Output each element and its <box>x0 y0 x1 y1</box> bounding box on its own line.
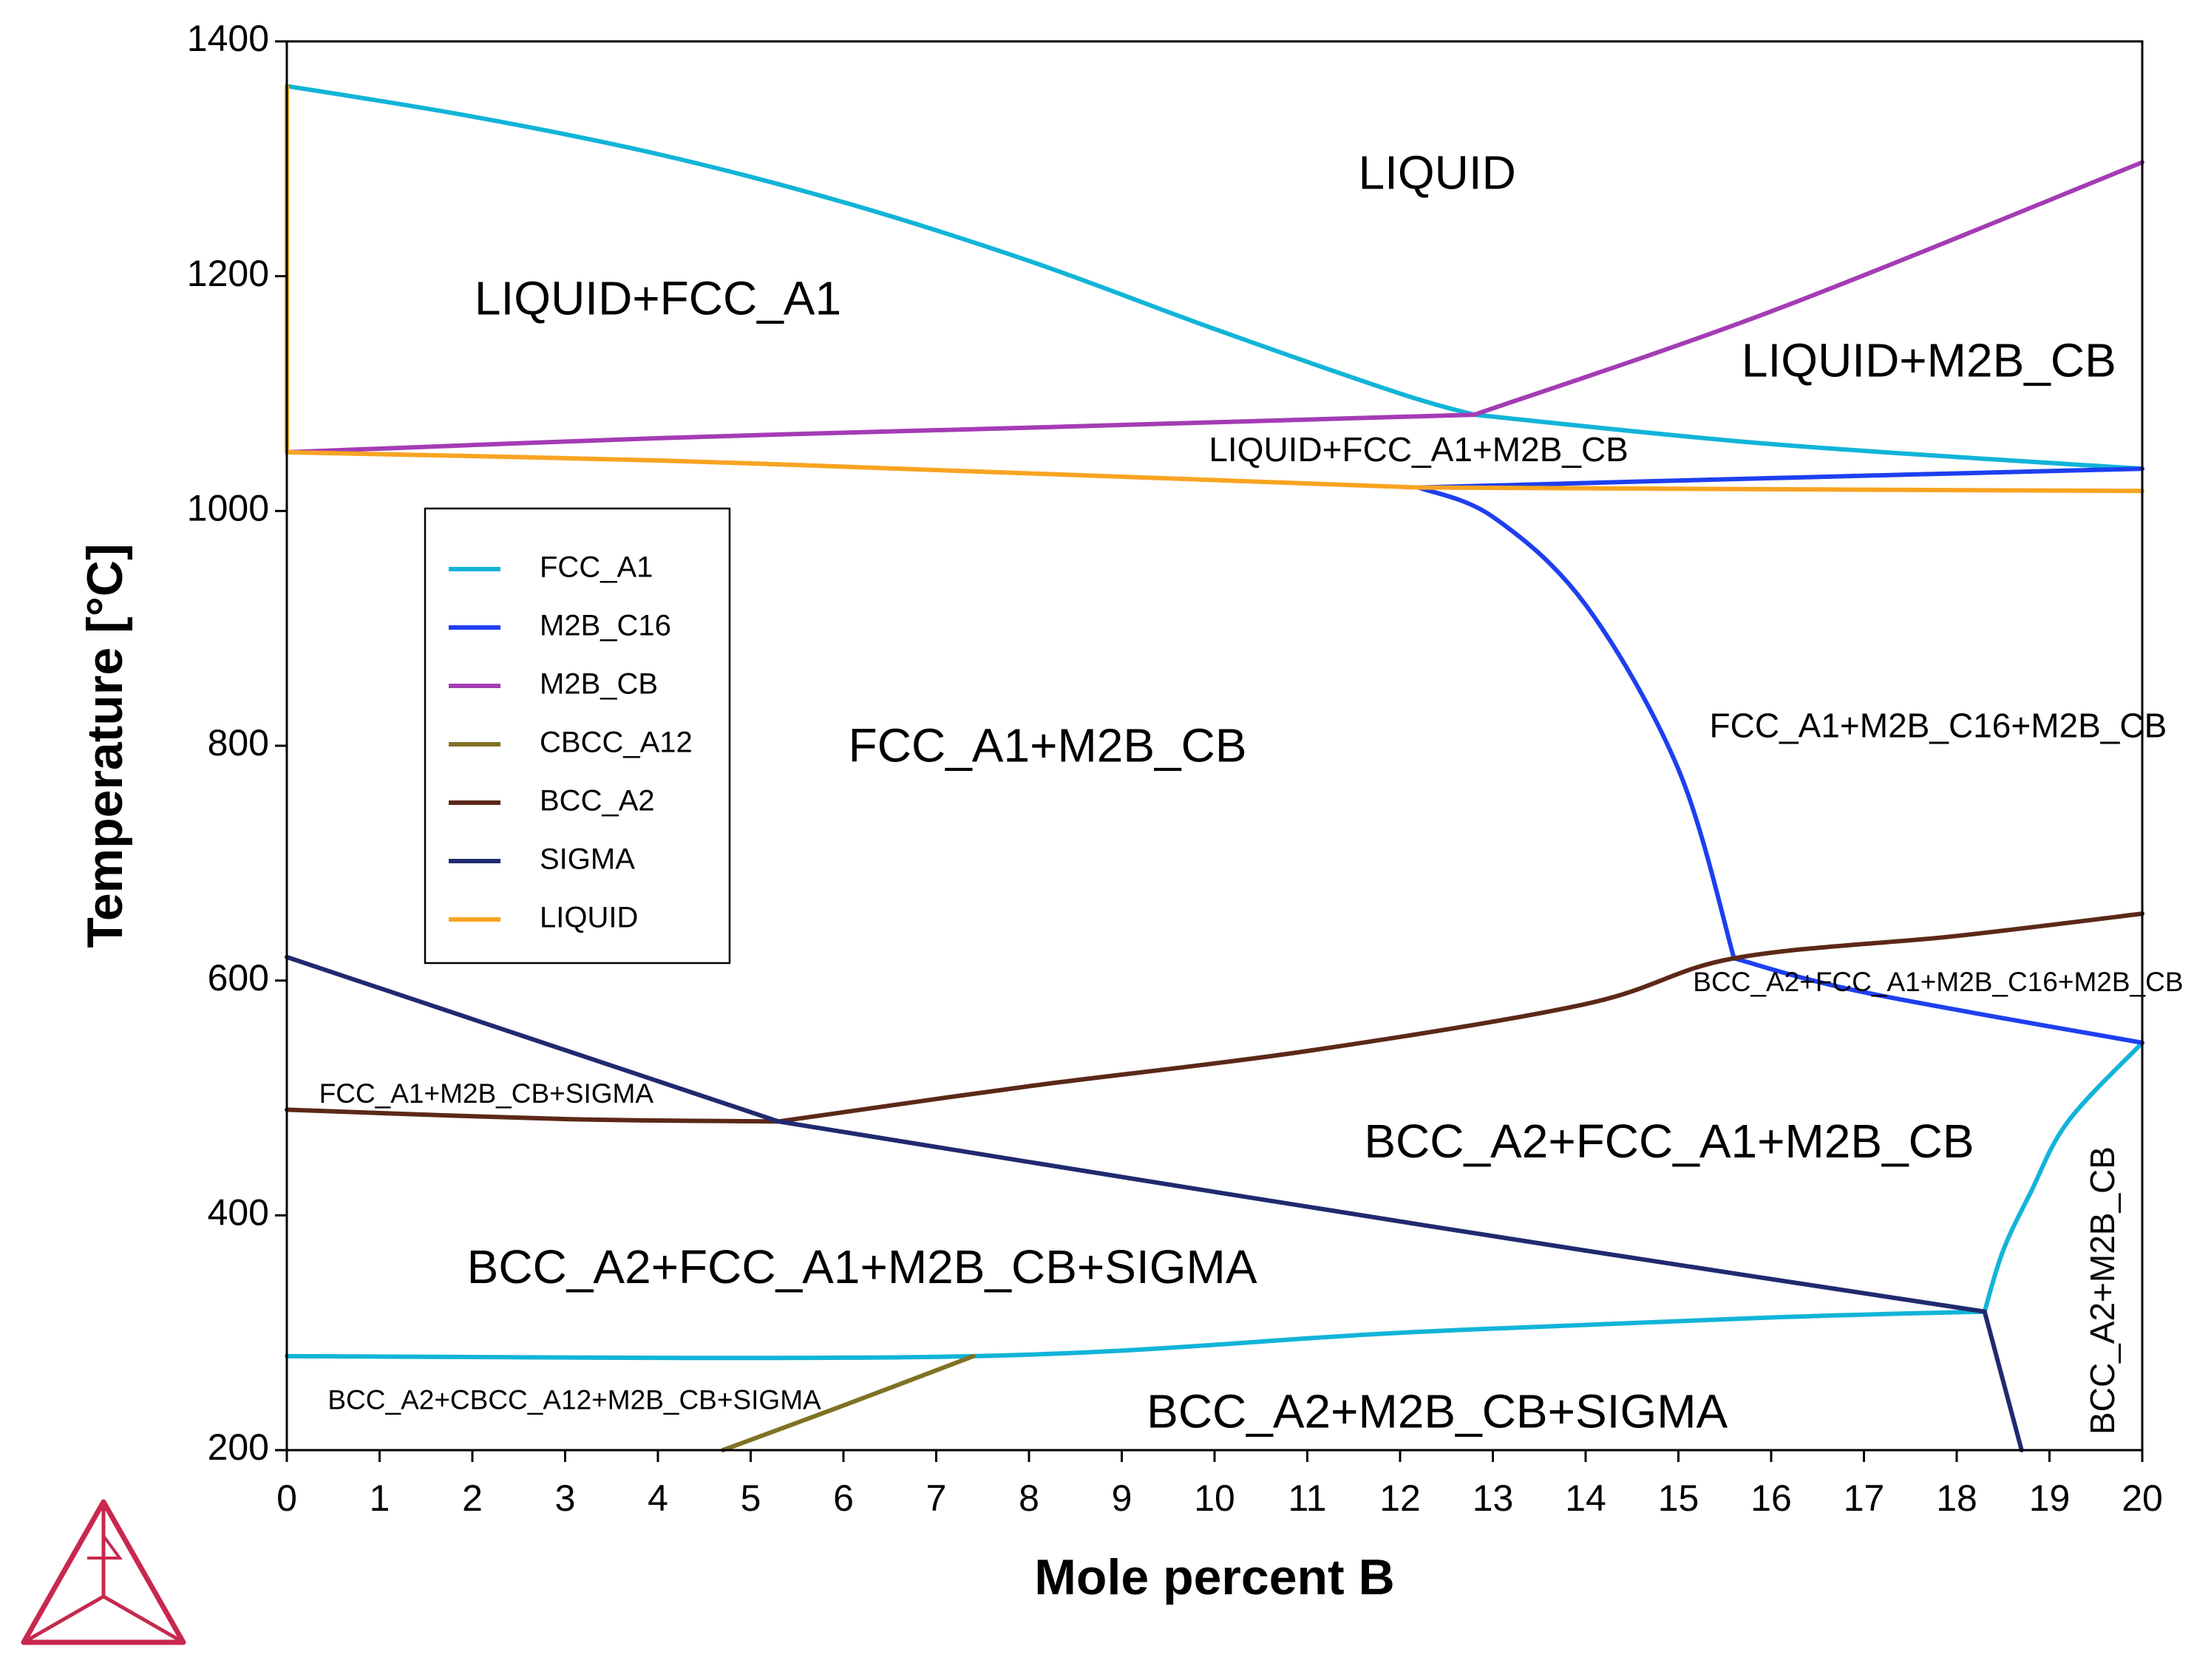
x-tick-label: 3 <box>555 1477 576 1519</box>
axes-ticks: 0 1 2 3 4 5 6 7 8 9 10 11 12 13 14 15 16 17 18 19 2020040060… <box>187 18 2163 1519</box>
x-tick-label: 13 <box>1473 1477 1514 1519</box>
legend-entry: M2B_CB <box>540 668 658 701</box>
legend-entry: LIQUID <box>540 902 638 934</box>
region-label: BCC_A2+FCC_A1+M2B_CB <box>1364 1115 1974 1168</box>
series-line-m2b-c16-1 <box>1416 466 2144 490</box>
x-tick-label: 2 <box>462 1477 483 1519</box>
region-label: FCC_A1+M2B_CB+SIGMA <box>319 1078 654 1109</box>
y-tick-label: 1400 <box>187 18 269 59</box>
x-tick-label: 15 <box>1658 1477 1699 1519</box>
series-line-cbcc-a12-1 <box>720 1353 976 1452</box>
y-tick-label: 400 <box>208 1192 269 1234</box>
region-label: FCC_A1+M2B_CB <box>849 719 1247 772</box>
legend-entry: SIGMA <box>540 843 635 876</box>
series-line-fcc-a1-2 <box>1472 412 2144 472</box>
logo-spoke <box>102 1594 185 1645</box>
series-line-m2b-c16-3 <box>1731 956 2144 1045</box>
legend-entry: BCC_A2 <box>540 785 655 817</box>
x-tick-label: 20 <box>2122 1477 2163 1519</box>
y-tick-label: 600 <box>208 957 269 999</box>
x-tick-label: 10 <box>1194 1477 1235 1519</box>
y-tick-label: 1000 <box>187 488 269 529</box>
x-tick-label: 0 <box>276 1477 297 1519</box>
series-line-sigma-3 <box>1982 1309 2024 1452</box>
x-axis-title: Mole percent B <box>1034 1549 1394 1605</box>
legend-entry: M2B_C16 <box>540 610 671 642</box>
series-line-fcc-a1-4 <box>1982 1040 2144 1314</box>
region-label: LIQUID+FCC_A1+M2B_CB <box>1209 430 1628 469</box>
x-tick-label: 7 <box>926 1477 947 1519</box>
region-label: LIQUID <box>1359 146 1516 200</box>
series-line-fcc-a1-3 <box>285 1309 1987 1361</box>
x-tick-label: 8 <box>1019 1477 1039 1519</box>
x-tick-label: 16 <box>1750 1477 1792 1519</box>
region-label: LIQUID+FCC_A1 <box>475 272 841 325</box>
series-line-m2b-cb-1 <box>285 412 1477 455</box>
series-line-bcc-a2-1 <box>285 1107 781 1124</box>
region-label: BCC_A2+FCC_A1+M2B_C16+M2B_CB <box>1693 967 2183 997</box>
region-label: BCC_A2+M2B_CB+SIGMA <box>1147 1384 1728 1438</box>
x-tick-label: 6 <box>833 1477 854 1519</box>
y-tick-label: 1200 <box>187 253 269 294</box>
triangle-logo-icon <box>21 1499 186 1645</box>
series-line-bcc-a2-2 <box>776 911 2144 1124</box>
legend: FCC_A1 M2B_C16 M2B_CB CBCC_A12 BCC_A2 SIGMA LI… <box>424 507 731 965</box>
series-line-sigma-2 <box>776 1119 1987 1314</box>
x-tick-label: 9 <box>1112 1477 1132 1519</box>
region-label: BCC_A2+FCC_A1+M2B_CB+SIGMA <box>467 1240 1257 1293</box>
x-tick-label: 19 <box>2029 1477 2071 1519</box>
legend-entry: FCC_A1 <box>540 551 653 584</box>
series-line-m2b-cb-2 <box>1472 160 2144 418</box>
x-tick-label: 18 <box>1936 1477 1977 1519</box>
series-line-liquid-2 <box>1416 485 2144 494</box>
legend-box <box>424 507 731 965</box>
logo-spoke <box>22 1594 105 1645</box>
logo-outline <box>21 1499 186 1645</box>
x-tick-label: 4 <box>648 1477 668 1519</box>
region-label: BCC_A2+CBCC_A12+M2B_CB+SIGMA <box>327 1385 821 1415</box>
x-tick-label: 1 <box>370 1477 390 1519</box>
region-labels: LIQUID LIQUID+FCC_A1 LIQUID+M2B_CB LIQUID+F… <box>319 146 2184 1438</box>
y-tick-label: 200 <box>208 1426 269 1468</box>
logo-inner <box>87 1534 123 1560</box>
region-label: LIQUID+M2B_CB <box>1742 334 2116 387</box>
series-line-liquid-1 <box>285 449 1422 490</box>
legend-entry: CBCC_A12 <box>540 727 693 759</box>
y-tick-label: 800 <box>208 722 269 764</box>
x-tick-label: 12 <box>1379 1477 1421 1519</box>
series-line-sigma-1 <box>285 954 781 1124</box>
series-line-m2b-c16-2 <box>1416 485 1736 961</box>
y-axis-title: Temperature [°C] <box>77 543 133 948</box>
region-label: BCC_A2+M2B_CB <box>2083 1146 2122 1435</box>
x-tick-label: 5 <box>741 1477 761 1519</box>
region-label: FCC_A1+M2B_C16+M2B_CB <box>1710 706 2167 744</box>
x-tick-label: 17 <box>1844 1477 1885 1519</box>
x-tick-label: 14 <box>1565 1477 1606 1519</box>
series-line-fcc-a1-1 <box>285 84 1477 418</box>
x-tick-label: 11 <box>1288 1477 1327 1519</box>
